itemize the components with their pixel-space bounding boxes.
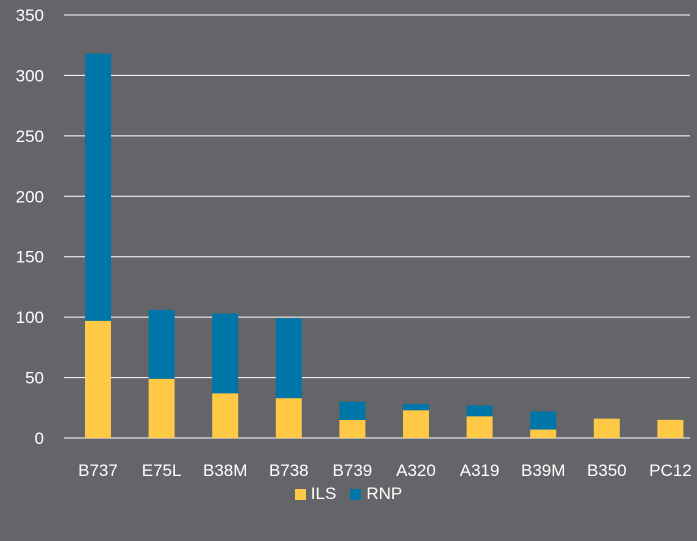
bar-ils-b738: [275, 398, 302, 438]
bar-rnp-b39m: [530, 411, 557, 430]
bar-rnp-a319: [466, 405, 493, 417]
y-tick-label: 300: [16, 66, 44, 85]
bars: [85, 53, 684, 438]
y-tick-label: 350: [16, 6, 44, 25]
x-tick-label: A320: [396, 461, 436, 480]
bar-rnp-b738: [275, 318, 302, 399]
legend-item-rnp: RNP: [350, 484, 402, 504]
bar-rnp-b739: [339, 401, 366, 420]
x-tick-label: B737: [78, 461, 118, 480]
x-tick-label: E75L: [142, 461, 182, 480]
x-tick-label: A319: [460, 461, 500, 480]
bar-rnp-b737: [85, 53, 111, 321]
legend-swatch-rnp: [350, 488, 362, 500]
x-tick-label: B38M: [203, 461, 247, 480]
bar-ils-b350: [593, 418, 620, 438]
legend-label-ils: ILS: [310, 484, 337, 503]
y-tick-label: 50: [25, 369, 44, 388]
x-tick-label: B39M: [521, 461, 565, 480]
bar-ils-b38m: [212, 393, 239, 438]
bar-ils-pc12: [657, 419, 684, 438]
x-axis-tick-labels: B737 E75L B38M B738 B739 A320 A319 B39M B350 PC12: [78, 461, 692, 480]
x-tick-label: PC12: [649, 461, 692, 480]
bar-rnp-e75l: [148, 309, 175, 379]
legend-item-ils: ILS: [294, 484, 337, 504]
x-tick-label: B739: [333, 461, 373, 480]
bar-ils-e75l: [148, 378, 175, 438]
y-tick-label: 250: [16, 127, 44, 146]
y-tick-label: 0: [35, 429, 44, 448]
bar-rnp-a320: [403, 404, 429, 411]
y-tick-label: 100: [16, 308, 44, 327]
y-tick-label: 200: [16, 187, 44, 206]
legend-swatch-ils: [294, 488, 306, 500]
y-axis-tick-labels: 0 50 100 150 200 250 300 350: [16, 6, 44, 448]
x-tick-label: B350: [587, 461, 627, 480]
y-tick-label: 150: [16, 248, 44, 267]
bar-ils-a320: [403, 410, 429, 438]
bar-ils-b737: [85, 320, 111, 438]
legend-label-rnp: RNP: [366, 484, 403, 503]
x-tick-label: B738: [269, 461, 309, 480]
legend: ILS RNP: [0, 484, 697, 504]
bar-ils-b39m: [530, 429, 557, 438]
bar-rnp-b38m: [212, 313, 239, 394]
bar-ils-a319: [466, 416, 493, 438]
bar-ils-b739: [339, 419, 366, 438]
